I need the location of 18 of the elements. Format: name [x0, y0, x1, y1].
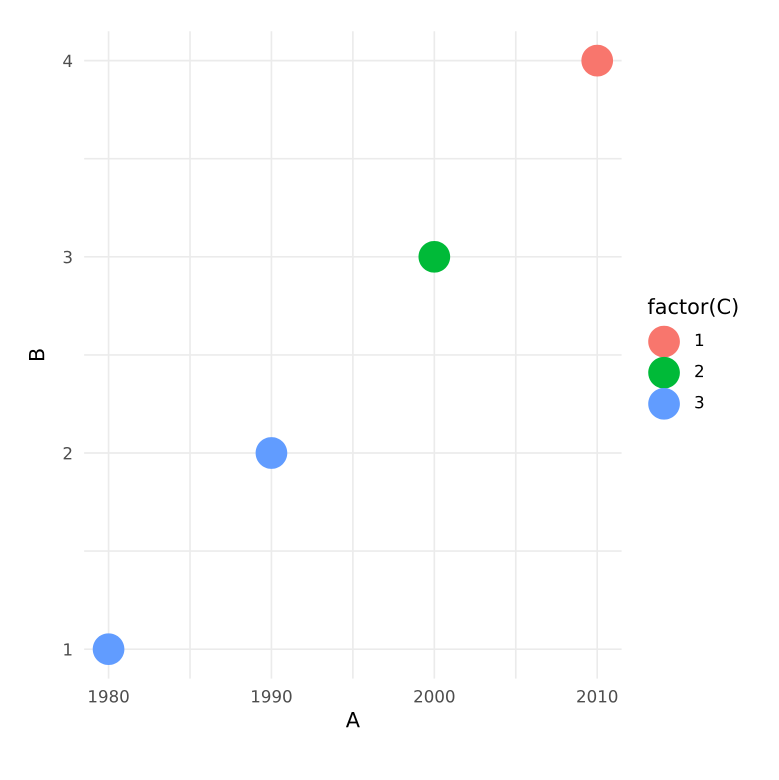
y-tick-label: 2 [64, 446, 72, 460]
y-tick-label: 4 [63, 54, 72, 67]
y-tick-label: 3 [64, 250, 72, 264]
y-axis-title: B [29, 349, 44, 360]
x-tick-label: 2000 [414, 690, 454, 703]
x-tick-label: 2010 [577, 690, 618, 703]
legend-label: 1 [696, 334, 704, 346]
x-tick-label: 1990 [252, 690, 292, 703]
y-tick-label: 1 [64, 643, 72, 656]
legend-label: 3 [695, 396, 704, 408]
point [256, 437, 288, 469]
point [418, 240, 450, 273]
x-axis-title: A [346, 712, 360, 728]
legend-label: 2 [695, 364, 703, 378]
point [92, 633, 124, 666]
legend-title: factor(C) [648, 298, 738, 317]
x-tick-label: 1980 [89, 690, 129, 703]
point [581, 44, 614, 76]
